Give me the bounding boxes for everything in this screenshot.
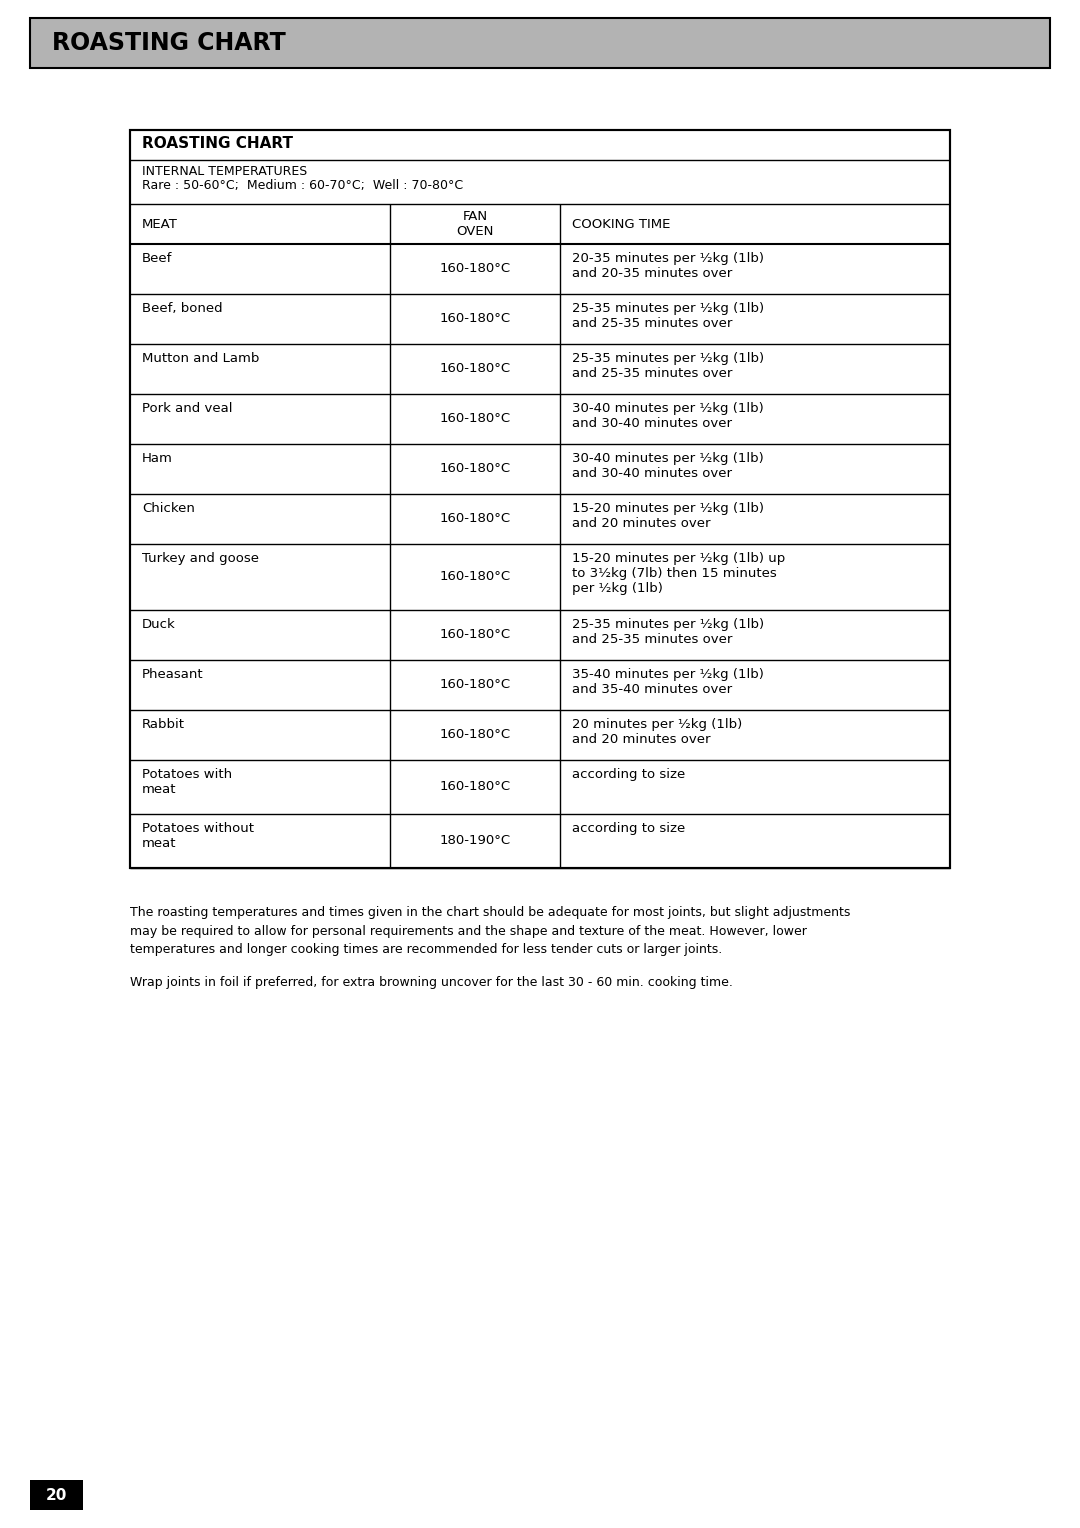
Text: Pheasant: Pheasant <box>141 668 204 681</box>
Text: 30-40 minutes per ½kg (1lb)
and 30-40 minutes over: 30-40 minutes per ½kg (1lb) and 30-40 mi… <box>572 452 764 480</box>
Bar <box>130 130 950 868</box>
Text: 15-20 minutes per ½kg (1lb) up
to 3½kg (7lb) then 15 minutes
per ½kg (1lb): 15-20 minutes per ½kg (1lb) up to 3½kg (… <box>572 552 785 594</box>
Text: 160-180°C: 160-180°C <box>440 729 511 741</box>
Text: FAN
OVEN: FAN OVEN <box>457 209 494 238</box>
Text: 160-180°C: 160-180°C <box>440 628 511 642</box>
Text: 35-40 minutes per ½kg (1lb)
and 35-40 minutes over: 35-40 minutes per ½kg (1lb) and 35-40 mi… <box>572 668 764 695</box>
Text: INTERNAL TEMPERATURES: INTERNAL TEMPERATURES <box>141 165 307 177</box>
Text: MEAT: MEAT <box>141 217 178 231</box>
Text: ROASTING CHART: ROASTING CHART <box>141 136 293 151</box>
Text: 20 minutes per ½kg (1lb)
and 20 minutes over: 20 minutes per ½kg (1lb) and 20 minutes … <box>572 718 742 746</box>
Text: 20: 20 <box>45 1487 67 1502</box>
Text: COOKING TIME: COOKING TIME <box>572 217 671 231</box>
Text: Mutton and Lamb: Mutton and Lamb <box>141 351 259 365</box>
Text: Beef, boned: Beef, boned <box>141 303 222 315</box>
Text: 25-35 minutes per ½kg (1lb)
and 25-35 minutes over: 25-35 minutes per ½kg (1lb) and 25-35 mi… <box>572 351 765 380</box>
Text: 30-40 minutes per ½kg (1lb)
and 30-40 minutes over: 30-40 minutes per ½kg (1lb) and 30-40 mi… <box>572 402 764 429</box>
Text: Ham: Ham <box>141 452 173 465</box>
Text: 160-180°C: 160-180°C <box>440 678 511 692</box>
Bar <box>130 130 950 868</box>
Text: 25-35 minutes per ½kg (1lb)
and 25-35 minutes over: 25-35 minutes per ½kg (1lb) and 25-35 mi… <box>572 617 765 646</box>
Text: 160-180°C: 160-180°C <box>440 512 511 526</box>
Text: ROASTING CHART: ROASTING CHART <box>52 31 286 55</box>
Text: 160-180°C: 160-180°C <box>440 413 511 425</box>
Text: 160-180°C: 160-180°C <box>440 362 511 376</box>
Text: 160-180°C: 160-180°C <box>440 263 511 275</box>
Text: 160-180°C: 160-180°C <box>440 570 511 584</box>
Text: 180-190°C: 180-190°C <box>440 834 511 848</box>
Text: Rabbit: Rabbit <box>141 718 185 730</box>
Text: 160-180°C: 160-180°C <box>440 781 511 793</box>
Text: according to size: according to size <box>572 822 685 834</box>
Text: Turkey and goose: Turkey and goose <box>141 552 259 565</box>
Bar <box>30 1481 83 1510</box>
Text: Wrap joints in foil if preferred, for extra browning uncover for the last 30 - 6: Wrap joints in foil if preferred, for ex… <box>130 976 733 989</box>
Text: Pork and veal: Pork and veal <box>141 402 232 416</box>
Text: Potatoes with
meat: Potatoes with meat <box>141 769 232 796</box>
Text: Potatoes without
meat: Potatoes without meat <box>141 822 254 850</box>
Text: Beef: Beef <box>141 252 173 264</box>
Text: The roasting temperatures and times given in the chart should be adequate for mo: The roasting temperatures and times give… <box>130 906 850 957</box>
Text: Rare : 50-60°C;  Medium : 60-70°C;  Well : 70-80°C: Rare : 50-60°C; Medium : 60-70°C; Well :… <box>141 179 463 193</box>
Text: 160-180°C: 160-180°C <box>440 313 511 325</box>
Text: Duck: Duck <box>141 617 176 631</box>
Text: according to size: according to size <box>572 769 685 781</box>
Text: 15-20 minutes per ½kg (1lb)
and 20 minutes over: 15-20 minutes per ½kg (1lb) and 20 minut… <box>572 503 764 530</box>
Text: 20-35 minutes per ½kg (1lb)
and 20-35 minutes over: 20-35 minutes per ½kg (1lb) and 20-35 mi… <box>572 252 764 280</box>
Text: Chicken: Chicken <box>141 503 194 515</box>
Bar <box>30 18 1050 69</box>
Text: 160-180°C: 160-180°C <box>440 463 511 475</box>
Text: 25-35 minutes per ½kg (1lb)
and 25-35 minutes over: 25-35 minutes per ½kg (1lb) and 25-35 mi… <box>572 303 765 330</box>
